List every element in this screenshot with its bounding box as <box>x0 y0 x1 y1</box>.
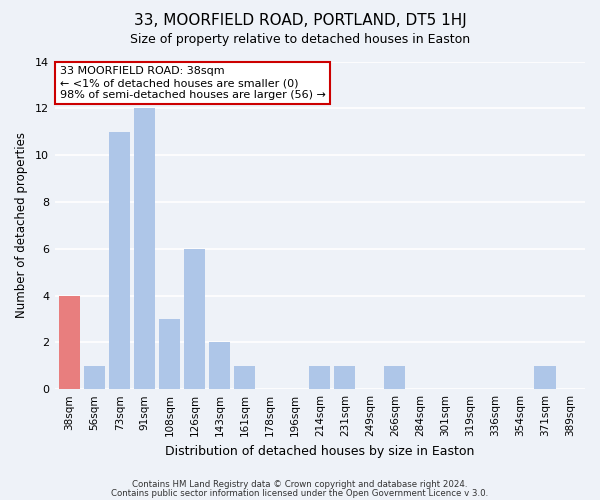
Bar <box>309 366 331 389</box>
Text: 33 MOORFIELD ROAD: 38sqm
← <1% of detached houses are smaller (0)
98% of semi-de: 33 MOORFIELD ROAD: 38sqm ← <1% of detach… <box>60 66 326 100</box>
X-axis label: Distribution of detached houses by size in Easton: Distribution of detached houses by size … <box>165 444 475 458</box>
Bar <box>334 366 355 389</box>
Text: 33, MOORFIELD ROAD, PORTLAND, DT5 1HJ: 33, MOORFIELD ROAD, PORTLAND, DT5 1HJ <box>134 12 466 28</box>
Text: Contains public sector information licensed under the Open Government Licence v : Contains public sector information licen… <box>112 489 488 498</box>
Bar <box>159 319 181 389</box>
Y-axis label: Number of detached properties: Number of detached properties <box>15 132 28 318</box>
Bar <box>84 366 105 389</box>
Bar <box>209 342 230 389</box>
Text: Contains HM Land Registry data © Crown copyright and database right 2024.: Contains HM Land Registry data © Crown c… <box>132 480 468 489</box>
Bar <box>59 296 80 389</box>
Bar <box>184 248 205 389</box>
Bar <box>109 132 130 389</box>
Bar <box>535 366 556 389</box>
Bar <box>234 366 256 389</box>
Bar <box>384 366 406 389</box>
Bar <box>134 108 155 389</box>
Text: Size of property relative to detached houses in Easton: Size of property relative to detached ho… <box>130 32 470 46</box>
